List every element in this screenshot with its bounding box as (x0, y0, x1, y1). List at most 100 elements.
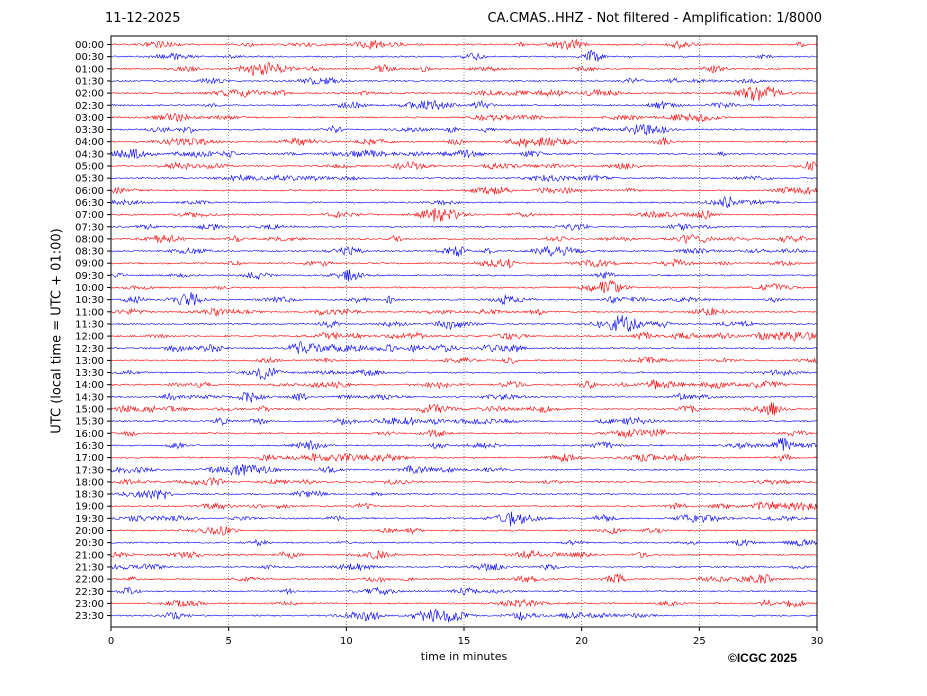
trace-row-5 (110, 99, 817, 111)
y-tick-label-38: 19:00 (75, 502, 104, 513)
trace-row-28 (110, 379, 817, 390)
chart-title: CA.CMAS..HHZ - Not filtered - Amplificat… (487, 11, 822, 26)
trace-row-32 (110, 428, 817, 439)
y-tick-label-37: 18:30 (75, 490, 104, 501)
y-tick-label-19: 09:30 (75, 271, 104, 282)
y-tick-label-32: 16:00 (75, 429, 104, 440)
trace-row-16 (110, 234, 817, 244)
y-tick-label-34: 17:00 (75, 453, 104, 464)
trace-row-18 (110, 258, 817, 269)
trace-row-31 (110, 416, 817, 426)
y-tick-label-27: 13:30 (75, 368, 104, 379)
y-tick-label-3: 01:30 (75, 76, 104, 87)
trace-row-4 (110, 86, 817, 101)
y-tick-label-8: 04:00 (75, 137, 104, 148)
trace-row-38 (110, 500, 817, 511)
y-tick-label-6: 03:00 (75, 113, 104, 124)
y-tick-label-21: 10:30 (75, 295, 104, 306)
trace-row-23 (110, 315, 817, 333)
trace-row-20 (110, 280, 817, 294)
y-tick-label-0: 00:00 (75, 40, 104, 51)
trace-row-26 (110, 356, 817, 364)
trace-row-21 (110, 292, 817, 306)
seismic-traces (110, 38, 817, 623)
trace-row-8 (110, 136, 817, 148)
y-tick-label-30: 15:00 (75, 405, 104, 416)
y-tick-label-24: 12:00 (75, 332, 104, 343)
y-tick-label-5: 02:30 (75, 101, 104, 112)
x-tick-label-4: 20 (575, 636, 588, 647)
y-tick-label-33: 16:30 (75, 441, 104, 452)
x-tick-label-3: 15 (458, 636, 471, 647)
plot-frame (110, 35, 818, 628)
y-axis-label: UTC (local time = UTC + 01:00) (49, 228, 65, 434)
copyright-label: ©ICGC 2025 (728, 651, 797, 665)
trace-row-14 (110, 207, 817, 222)
trace-row-29 (110, 392, 817, 403)
trace-row-44 (110, 573, 817, 584)
y-tick-label-28: 14:00 (75, 380, 104, 391)
y-tick-label-9: 04:30 (75, 149, 104, 160)
trace-row-45 (110, 586, 817, 596)
y-tick-label-44: 22:00 (75, 575, 104, 586)
x-tick-label-6: 30 (811, 636, 824, 647)
y-tick-label-39: 19:30 (75, 514, 104, 525)
y-tick-label-46: 23:00 (75, 599, 104, 610)
y-tick-label-15: 07:30 (75, 222, 104, 233)
trace-row-25 (110, 341, 817, 355)
trace-row-1 (110, 49, 817, 62)
x-tick-label-2: 10 (340, 636, 353, 647)
y-tick-label-13: 06:30 (75, 198, 104, 209)
y-tick-label-26: 13:00 (75, 356, 104, 367)
x-axis-label: time in minutes (420, 650, 508, 663)
trace-row-19 (110, 269, 817, 282)
trace-row-10 (110, 160, 817, 171)
trace-row-36 (110, 476, 817, 486)
y-tick-label-12: 06:00 (75, 186, 104, 197)
trace-row-7 (110, 123, 817, 136)
trace-row-0 (110, 38, 817, 51)
trace-row-33 (110, 438, 817, 451)
trace-row-43 (110, 563, 817, 572)
y-tick-label-29: 14:30 (75, 392, 104, 403)
trace-row-30 (110, 402, 817, 416)
y-tick-label-41: 20:30 (75, 538, 104, 549)
date-label: 11-12-2025 (105, 11, 181, 26)
trace-row-47 (110, 608, 817, 623)
trace-row-35 (110, 464, 817, 476)
trace-row-39 (110, 511, 817, 527)
trace-row-37 (110, 489, 817, 500)
y-tick-label-31: 15:30 (75, 417, 104, 428)
trace-row-6 (110, 112, 817, 123)
y-tick-label-14: 07:00 (75, 210, 104, 221)
y-tick-label-35: 17:30 (75, 465, 104, 476)
trace-row-42 (110, 549, 817, 560)
trace-row-9 (110, 148, 817, 160)
y-tick-label-23: 11:30 (75, 319, 104, 330)
y-tick-label-45: 22:30 (75, 587, 104, 598)
y-tick-label-40: 20:00 (75, 526, 104, 537)
trace-row-27 (110, 367, 817, 381)
trace-row-3 (110, 76, 817, 85)
x-tick-label-0: 0 (108, 636, 114, 647)
y-tick-label-25: 12:30 (75, 344, 104, 355)
trace-row-12 (110, 186, 817, 195)
trace-row-17 (110, 245, 817, 257)
y-tick-label-18: 09:00 (75, 259, 104, 270)
y-tick-label-16: 08:00 (75, 234, 104, 245)
trace-row-22 (110, 307, 817, 317)
y-tick-label-2: 01:00 (75, 64, 104, 75)
y-tick-label-43: 21:30 (75, 562, 104, 573)
trace-row-41 (110, 538, 817, 547)
trace-row-46 (110, 598, 817, 608)
y-tick-label-7: 03:30 (75, 125, 104, 136)
x-tick-label-1: 5 (225, 636, 231, 647)
trace-row-11 (110, 174, 817, 183)
trace-row-34 (110, 452, 817, 463)
trace-row-15 (110, 222, 817, 231)
y-tick-label-10: 05:00 (75, 162, 104, 173)
x-tick-label-5: 25 (693, 636, 706, 647)
y-tick-label-11: 05:30 (75, 174, 104, 185)
